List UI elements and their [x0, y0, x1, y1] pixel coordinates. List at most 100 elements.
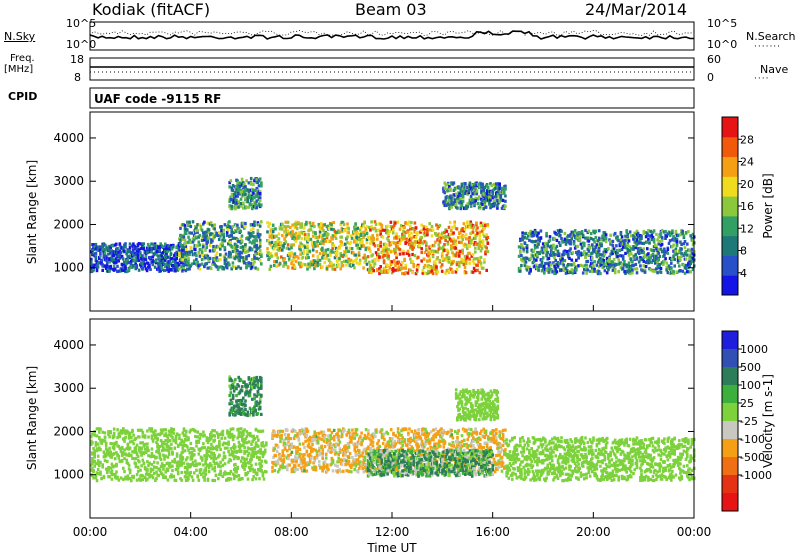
power-cell	[215, 256, 219, 260]
power-cell	[479, 261, 483, 265]
velocity-cell	[197, 452, 201, 456]
power-cell	[650, 233, 654, 237]
power-cell	[650, 260, 654, 264]
power-cell	[456, 206, 459, 210]
power-cell	[93, 245, 96, 249]
power-cell	[575, 258, 578, 262]
power-cell	[655, 247, 658, 251]
power-cell	[419, 238, 422, 242]
power-cell	[174, 269, 177, 273]
power-cell	[684, 266, 688, 270]
power-cell	[667, 264, 671, 268]
power-cell	[541, 256, 545, 260]
power-cell	[621, 245, 625, 249]
power-cell	[427, 269, 430, 273]
power-cell	[379, 230, 382, 234]
power-cell	[414, 226, 418, 230]
power-cell	[355, 239, 358, 244]
velocity-cell	[239, 449, 243, 453]
velocity-cell	[128, 446, 132, 450]
power-cell	[238, 253, 241, 257]
power-cell	[212, 245, 215, 249]
velocity-cell	[148, 427, 151, 431]
power-cell	[235, 255, 238, 259]
power-cell	[422, 225, 426, 229]
velocity-cell	[170, 442, 173, 446]
velocity-cell	[245, 434, 249, 439]
power-cell	[381, 235, 385, 239]
power-cell	[371, 227, 374, 231]
velocity-cell	[98, 463, 101, 467]
velocity-cell	[111, 442, 115, 446]
power-cell	[563, 249, 567, 253]
power-cell	[352, 232, 355, 236]
power-cell	[481, 232, 485, 236]
velocity-cell	[202, 442, 205, 446]
velocity-cell	[135, 452, 139, 457]
power-cell	[643, 254, 647, 259]
power-cell	[287, 252, 291, 256]
velocity-cell	[172, 431, 175, 435]
velocity-cell	[252, 454, 255, 458]
power-cell	[228, 181, 231, 185]
power-cell	[260, 262, 263, 266]
velocity-cell	[193, 453, 196, 457]
velocity-cell	[234, 378, 237, 382]
power-cell	[300, 244, 304, 248]
power-cell	[545, 254, 548, 258]
velocity-cell	[123, 448, 126, 452]
velocity-cell	[92, 476, 95, 480]
power-cell	[236, 249, 239, 253]
power-cell	[293, 255, 297, 259]
power-cell	[394, 268, 397, 272]
power-cell	[275, 234, 278, 238]
power-cell	[481, 183, 484, 187]
power-cell	[334, 246, 338, 250]
velocity-cell	[240, 399, 244, 403]
power-cell	[591, 256, 594, 260]
power-cell	[691, 232, 695, 236]
power-cell	[326, 248, 330, 252]
power-cell	[409, 257, 412, 261]
velocity-cell	[243, 467, 246, 471]
power-cell	[635, 238, 639, 242]
power-cell	[305, 236, 308, 240]
power-cell	[256, 232, 260, 236]
power-cell	[403, 225, 406, 230]
power-cell	[555, 232, 559, 237]
power-cell	[535, 258, 538, 262]
power-cell	[522, 249, 525, 253]
velocity-cell	[218, 445, 221, 449]
power-cell	[458, 240, 461, 244]
power-cell	[541, 267, 545, 271]
power-cell	[591, 251, 594, 255]
power-cell	[105, 263, 109, 267]
power-cell	[472, 242, 476, 247]
power-cell	[472, 198, 475, 202]
power-cell	[111, 244, 115, 248]
power-cell	[480, 191, 483, 195]
power-cell	[294, 225, 298, 229]
power-cell	[406, 251, 410, 255]
power-cell	[413, 221, 417, 225]
velocity-cell	[223, 436, 227, 440]
power-cell	[139, 251, 142, 255]
power-cell	[468, 225, 471, 229]
power-cell	[459, 193, 463, 197]
power-cell	[300, 225, 304, 229]
power-cell	[202, 243, 205, 247]
power-cell	[335, 252, 339, 256]
power-cell	[617, 239, 620, 243]
power-cell	[671, 229, 674, 233]
velocity-cell	[151, 468, 155, 472]
power-cell	[440, 252, 444, 256]
velocity-cell	[101, 430, 104, 434]
power-cell	[554, 258, 557, 263]
power-cell	[579, 263, 583, 267]
power-cell	[251, 207, 254, 211]
power-cell	[602, 259, 606, 263]
power-cell	[544, 262, 547, 266]
power-cell	[228, 263, 231, 267]
power-cell	[648, 241, 651, 245]
power-cell	[191, 220, 195, 224]
